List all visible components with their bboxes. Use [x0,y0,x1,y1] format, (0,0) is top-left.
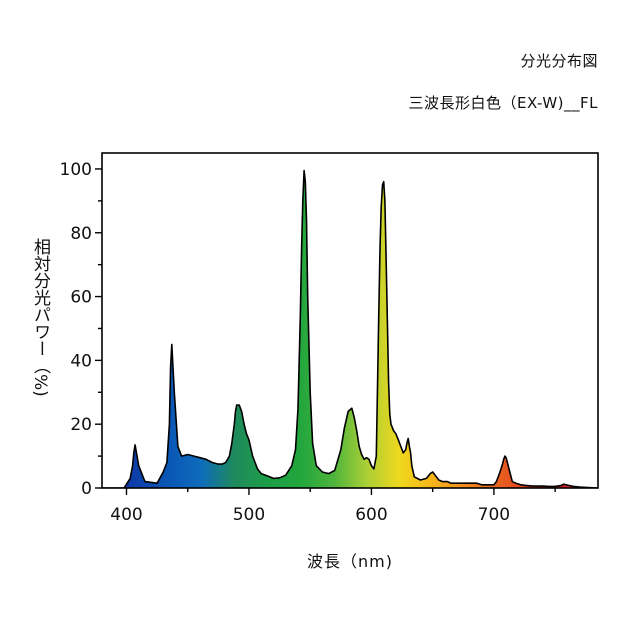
plot-frame [101,152,599,489]
x-tick-label: 500 [233,505,265,525]
y-tick-label: 100 [60,160,92,180]
x-tick-label: 600 [355,505,387,525]
x-tick-label: 700 [478,505,510,525]
chart-subtitle: 三波長形白色（EX-W)__FL [408,94,598,112]
spectrum-area [102,170,598,488]
y-tick-label: 0 [81,479,92,499]
x-axis-label: 波長（nm) [307,552,393,571]
y-tick-label: 20 [70,415,92,435]
y-tick-label: 60 [70,288,92,308]
y-tick-label: 80 [70,224,92,244]
spectrum-line [102,169,598,488]
y-tick-label: 40 [70,351,92,371]
chart-title: 分光分布図 [520,52,598,70]
x-tick-label: 400 [110,505,142,525]
y-axis-label: 相対分光パワー（%) [30,238,50,397]
